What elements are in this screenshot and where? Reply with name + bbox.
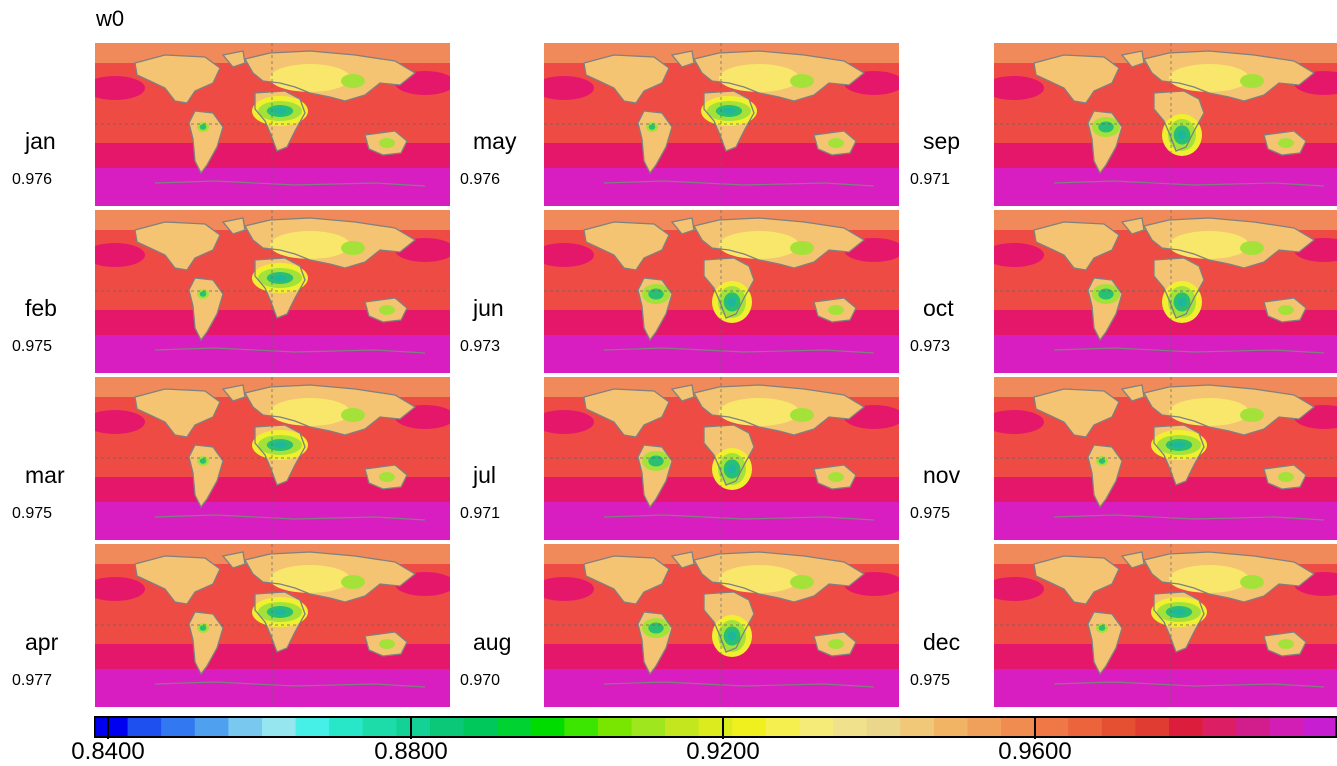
colorbar-swatch	[1068, 717, 1103, 737]
colorbar-swatch	[161, 717, 196, 737]
map-canvas	[994, 377, 1337, 540]
colorbar-swatch	[1169, 717, 1204, 737]
mean-value-apr: 0.977	[12, 672, 53, 689]
map-canvas	[544, 210, 899, 373]
month-label-jun: jun	[473, 295, 504, 321]
colorbar-swatch	[261, 717, 297, 737]
mean-value-dec: 0.975	[910, 672, 951, 689]
colorbar-swatch	[463, 717, 498, 737]
colorbar-swatch	[1202, 717, 1237, 737]
month-label-may: may	[473, 128, 517, 154]
month-label-sep: sep	[923, 128, 961, 154]
colorbar-swatch	[1135, 717, 1170, 737]
mean-value-nov: 0.975	[910, 505, 951, 522]
map-canvas	[994, 210, 1337, 373]
map-canvas	[95, 210, 450, 373]
figure-title: w0	[96, 6, 125, 31]
colorbar-swatch	[1236, 717, 1271, 737]
mean-value-aug: 0.970	[460, 672, 501, 689]
map-panel-dec	[994, 544, 1337, 707]
colorbar-swatch	[967, 717, 1002, 737]
colorbar-swatch	[799, 717, 834, 737]
month-label-nov: nov	[923, 462, 961, 488]
colorbar-swatch	[497, 717, 532, 737]
map-panel-may	[544, 43, 899, 206]
month-label-oct: oct	[923, 295, 954, 321]
colorbar-swatch	[1001, 717, 1036, 737]
colorbar-swatch	[765, 717, 801, 737]
map-canvas	[95, 377, 450, 540]
map-panel-aug	[544, 544, 899, 707]
colorbar-tick-1: 0.8800	[374, 738, 448, 765]
colorbar-swatch	[1101, 717, 1137, 737]
colorbar-gradient	[93, 716, 1337, 739]
month-label-dec: dec	[923, 629, 961, 655]
colorbar-swatch	[329, 717, 364, 737]
map-panel-jun	[544, 210, 899, 373]
mean-value-mar: 0.975	[12, 505, 53, 522]
colorbar-swatch	[530, 717, 565, 737]
map-panel-jul	[544, 377, 899, 540]
map-canvas	[994, 43, 1337, 206]
map-canvas	[544, 43, 899, 206]
colorbar-swatch	[665, 717, 700, 737]
colorbar-swatch	[631, 717, 666, 737]
mean-value-feb: 0.975	[12, 338, 53, 355]
month-label-feb: feb	[25, 295, 57, 321]
map-canvas	[544, 377, 899, 540]
month-label-jan: jan	[25, 128, 56, 154]
colorbar-swatch	[1269, 717, 1304, 737]
map-panel-sep	[994, 43, 1337, 206]
colorbar-swatch	[564, 717, 599, 737]
mean-value-may: 0.976	[460, 171, 501, 188]
colorbar-tick-2: 0.9200	[686, 738, 760, 765]
colorbar-swatch	[833, 717, 868, 737]
map-canvas	[95, 544, 450, 707]
mean-value-sep: 0.971	[910, 171, 951, 188]
map-canvas	[544, 544, 899, 707]
colorbar-swatch	[362, 717, 397, 737]
mean-value-jun: 0.973	[460, 338, 501, 355]
colorbar-swatch	[933, 717, 969, 737]
colorbar	[93, 715, 1337, 739]
colorbar-swatch	[127, 717, 162, 737]
colorbar-swatch	[866, 717, 901, 737]
map-panel-mar	[95, 377, 450, 540]
map-panel-feb	[95, 210, 450, 373]
month-label-jul: jul	[473, 462, 497, 488]
mean-value-jan: 0.976	[12, 171, 53, 188]
month-label-aug: aug	[473, 629, 512, 655]
colorbar-swatch	[900, 717, 935, 737]
colorbar-swatch	[698, 717, 733, 737]
colorbar-tick-0: 0.8400	[71, 738, 145, 765]
map-panel-nov	[994, 377, 1337, 540]
colorbar-tick-3: 0.9600	[998, 738, 1072, 765]
colorbar-swatch	[597, 717, 633, 737]
colorbar-swatch	[1034, 717, 1069, 737]
colorbar-swatch	[429, 717, 465, 737]
mean-value-oct: 0.973	[910, 338, 951, 355]
month-label-apr: apr	[25, 629, 59, 655]
colorbar-swatch	[94, 717, 129, 737]
map-panel-oct	[994, 210, 1337, 373]
colorbar-swatch	[228, 717, 263, 737]
month-label-mar: mar	[25, 462, 65, 488]
colorbar-swatch	[295, 717, 330, 737]
map-panel-apr	[95, 544, 450, 707]
colorbar-swatch	[194, 717, 229, 737]
colorbar-swatch	[1303, 717, 1337, 737]
map-panel-jan	[95, 43, 450, 206]
colorbar-swatch	[732, 717, 767, 737]
map-canvas	[95, 43, 450, 206]
mean-value-jul: 0.971	[460, 505, 501, 522]
map-canvas	[994, 544, 1337, 707]
colorbar-swatch	[396, 717, 431, 737]
